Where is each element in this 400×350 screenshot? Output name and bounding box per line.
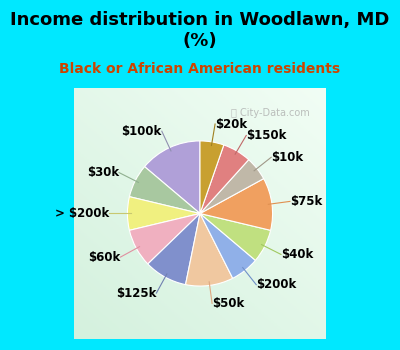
- Text: Black or African American residents: Black or African American residents: [60, 62, 340, 76]
- Wedge shape: [200, 178, 272, 230]
- Text: $200k: $200k: [256, 278, 296, 291]
- Wedge shape: [130, 167, 200, 214]
- Wedge shape: [200, 214, 256, 278]
- Wedge shape: [200, 141, 224, 214]
- Text: $50k: $50k: [212, 297, 244, 310]
- Text: $100k: $100k: [122, 125, 162, 138]
- Text: Income distribution in Woodlawn, MD
(%): Income distribution in Woodlawn, MD (%): [10, 11, 390, 50]
- Wedge shape: [128, 197, 200, 230]
- Text: $20k: $20k: [215, 118, 247, 131]
- Text: $40k: $40k: [281, 248, 313, 261]
- Text: $30k: $30k: [87, 166, 119, 179]
- Text: $10k: $10k: [271, 151, 303, 164]
- Text: $75k: $75k: [290, 195, 322, 208]
- Wedge shape: [186, 214, 233, 286]
- Wedge shape: [200, 214, 270, 260]
- Text: $150k: $150k: [246, 129, 287, 142]
- Wedge shape: [200, 145, 249, 214]
- Text: $125k: $125k: [116, 287, 156, 300]
- Text: $60k: $60k: [88, 251, 120, 264]
- Text: ⓘ City-Data.com: ⓘ City-Data.com: [231, 108, 310, 118]
- Wedge shape: [200, 160, 264, 214]
- Wedge shape: [148, 214, 200, 285]
- Wedge shape: [130, 214, 200, 264]
- Text: > $200k: > $200k: [55, 207, 109, 220]
- Wedge shape: [144, 141, 200, 214]
